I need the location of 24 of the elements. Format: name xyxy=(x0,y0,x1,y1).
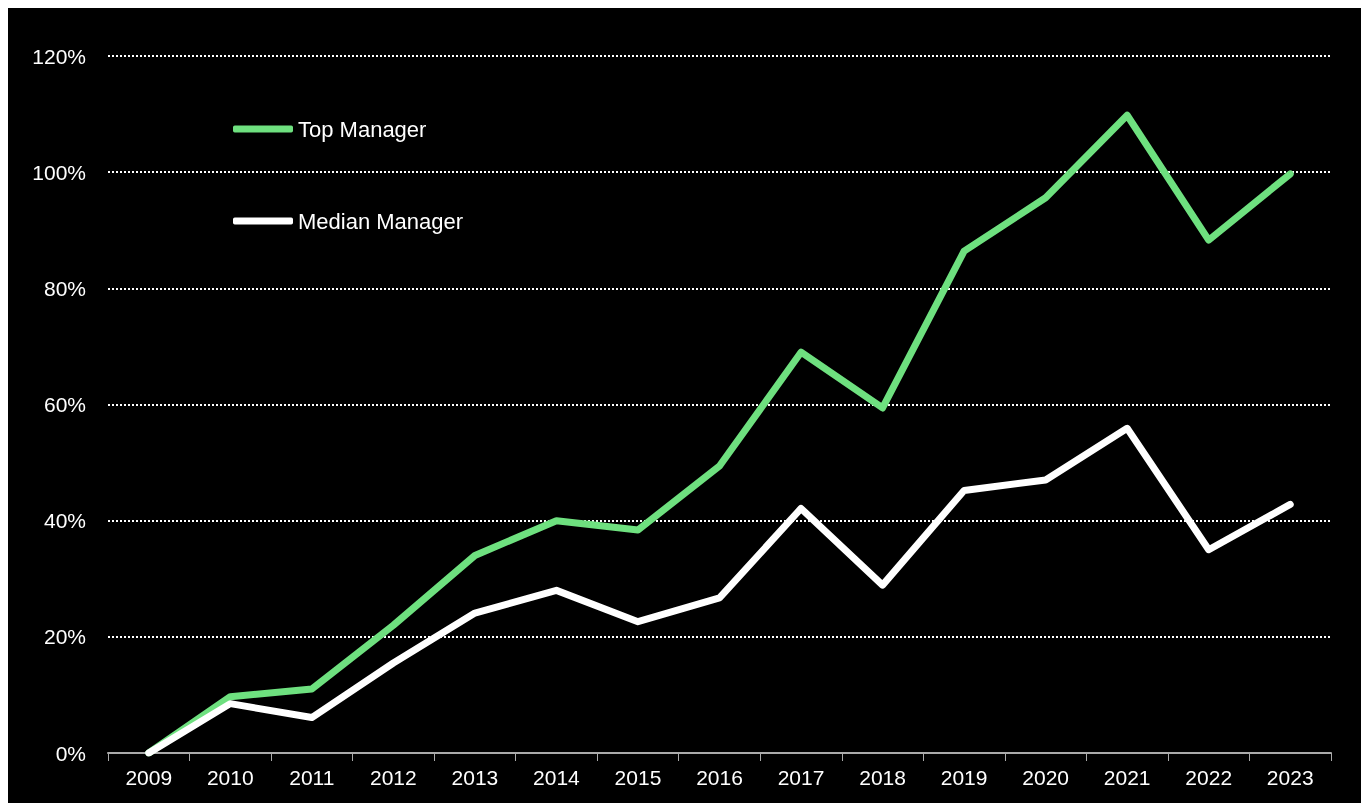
x-tick-label: 2018 xyxy=(859,766,906,789)
y-tick-label: 40% xyxy=(43,509,86,533)
legend-label: Top Manager xyxy=(298,116,427,142)
x-tick-label: 2017 xyxy=(777,766,825,789)
y-tick-label: 60% xyxy=(43,393,86,416)
x-tick-label: 2009 xyxy=(125,766,173,789)
x-tick-label: 2012 xyxy=(370,766,417,789)
x-tick-label: 2020 xyxy=(1022,766,1069,789)
y-tick-label: 20% xyxy=(43,625,86,649)
x-tick-label: 2016 xyxy=(696,766,743,789)
x-tick-label: 2021 xyxy=(1103,766,1151,789)
x-tick-label: 2014 xyxy=(533,766,581,789)
y-tick-label: 0% xyxy=(55,741,86,765)
x-tick-label: 2023 xyxy=(1266,766,1314,789)
legend-label: Median Manager xyxy=(298,208,464,234)
x-tick-label: 2022 xyxy=(1185,766,1233,789)
x-tick-label: 2019 xyxy=(940,766,988,789)
y-tick-label: 100% xyxy=(32,160,86,184)
x-tick-label: 2015 xyxy=(614,766,662,789)
y-tick-label: 120% xyxy=(32,44,86,68)
x-tick-label: 2013 xyxy=(451,766,499,789)
x-tick-label: 2010 xyxy=(206,766,254,789)
x-tick-label: 2011 xyxy=(289,766,335,789)
y-tick-label: 80% xyxy=(43,276,86,300)
